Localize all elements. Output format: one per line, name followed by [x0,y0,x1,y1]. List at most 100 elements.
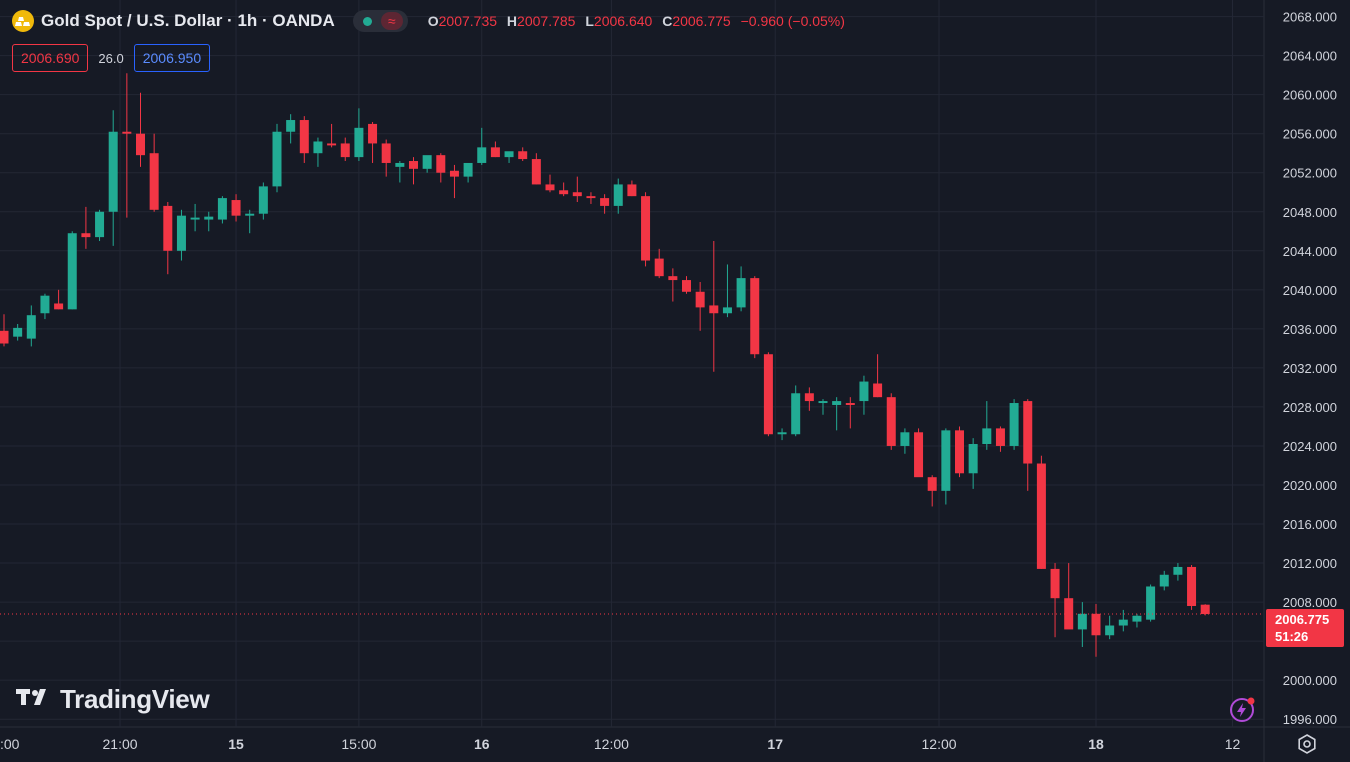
candle-body [995,428,1005,446]
candle [190,203,200,232]
lightning-icon[interactable] [1228,696,1256,724]
candle-body [40,295,50,314]
candle-body [709,305,719,314]
candle-body [231,200,241,216]
candle [559,182,569,197]
candle [1036,455,1046,569]
candle-body [1091,613,1101,636]
candle [463,162,473,183]
candle-body [272,131,282,187]
chart-legend: Gold Spot / U.S. Dollar · 1h · OANDA ≈ O… [12,10,851,32]
candle-body [900,432,910,446]
candle [641,192,651,267]
price-tick-label: 2052.000 [1283,166,1337,181]
candle [682,276,691,294]
candle-body [627,184,637,197]
price-tick-label: 2012.000 [1283,556,1337,571]
candle [1132,613,1142,628]
price-axis[interactable]: 1996.0002000.0002004.0002008.0002012.000… [1283,10,1337,728]
candle [545,174,555,193]
candle [13,323,23,341]
candle-body [777,432,787,435]
candle [1146,584,1156,622]
candle [81,206,91,249]
candle-body [1187,566,1197,606]
candle [600,194,610,214]
candle [176,209,186,261]
candle-body [873,383,883,398]
market-status[interactable]: ≈ [352,10,408,32]
tradingview-mark-icon [16,687,52,713]
sell-price-button[interactable]: 2006.690 [12,44,89,72]
time-tick-label: 12 [1225,736,1241,752]
time-tick-label: 17 [767,736,783,752]
candle-body [941,430,951,491]
candle [818,399,828,415]
candle-body [791,393,801,435]
candle [722,264,732,318]
candle [1077,602,1087,647]
symbol-title[interactable]: Gold Spot / U.S. Dollar · 1h · OANDA [41,11,335,30]
brand-name: TradingView [60,684,210,714]
candle-body [163,205,173,251]
price-tick-label: 2044.000 [1283,244,1337,259]
gold-symbol-icon[interactable] [12,10,34,32]
candle [613,178,623,214]
price-tick-label: 2036.000 [1283,322,1337,337]
ohlc-close: C2006.775 [662,13,731,29]
candle [955,426,964,478]
candle-body [299,120,309,154]
candle-body [654,258,664,277]
candle [395,161,405,183]
ohlc-open: O2007.735 [427,13,498,29]
buy-price-button[interactable]: 2006.950 [133,44,211,72]
settings-gear-icon[interactable] [1296,733,1318,755]
candle [1187,565,1197,610]
price-tick-label: 2016.000 [1283,517,1337,532]
ohlc-high: H2007.785 [506,13,576,29]
ohlc-change: −0.960 (−0.05%) [740,13,845,29]
candle-body [436,155,446,173]
candle [477,127,487,165]
candle-body [968,444,978,474]
time-axis[interactable]: :00 21:00 15 15:00 16 12:00 17 12:00 18 12 [0,736,1240,752]
price-tick-label: 2056.000 [1283,127,1337,142]
candle-body [722,307,732,314]
candle [941,428,951,505]
candle [327,123,337,148]
candle [40,293,50,320]
candle-body [463,162,473,177]
candle-body [586,196,596,199]
time-tick-label: :00 [0,736,20,752]
candle-body [217,198,227,220]
candle-body [381,143,391,163]
candle-body [504,151,514,158]
candle [654,248,664,279]
candle [1105,615,1115,640]
candle-body [258,186,268,214]
candle [668,268,678,302]
candle [340,137,350,162]
candle [1173,563,1183,581]
candle-body [559,190,569,195]
data-delay-wave-icon: ≈ [380,12,403,30]
candle [0,314,9,347]
candle-body [1173,566,1183,575]
candle-body [395,162,405,167]
candle [1050,563,1060,638]
candle [804,387,814,411]
candle [750,276,760,359]
candle-body [245,213,255,216]
candle-body [1009,403,1019,446]
candle-body [81,233,91,238]
candle [286,114,296,144]
candle-body [600,198,610,206]
spread-value: 26.0 [98,50,124,66]
candle [518,147,528,162]
candle [695,282,705,331]
candle [791,385,801,437]
time-tick-label: 15:00 [341,736,376,752]
candle [1200,604,1210,616]
candle [627,180,637,197]
